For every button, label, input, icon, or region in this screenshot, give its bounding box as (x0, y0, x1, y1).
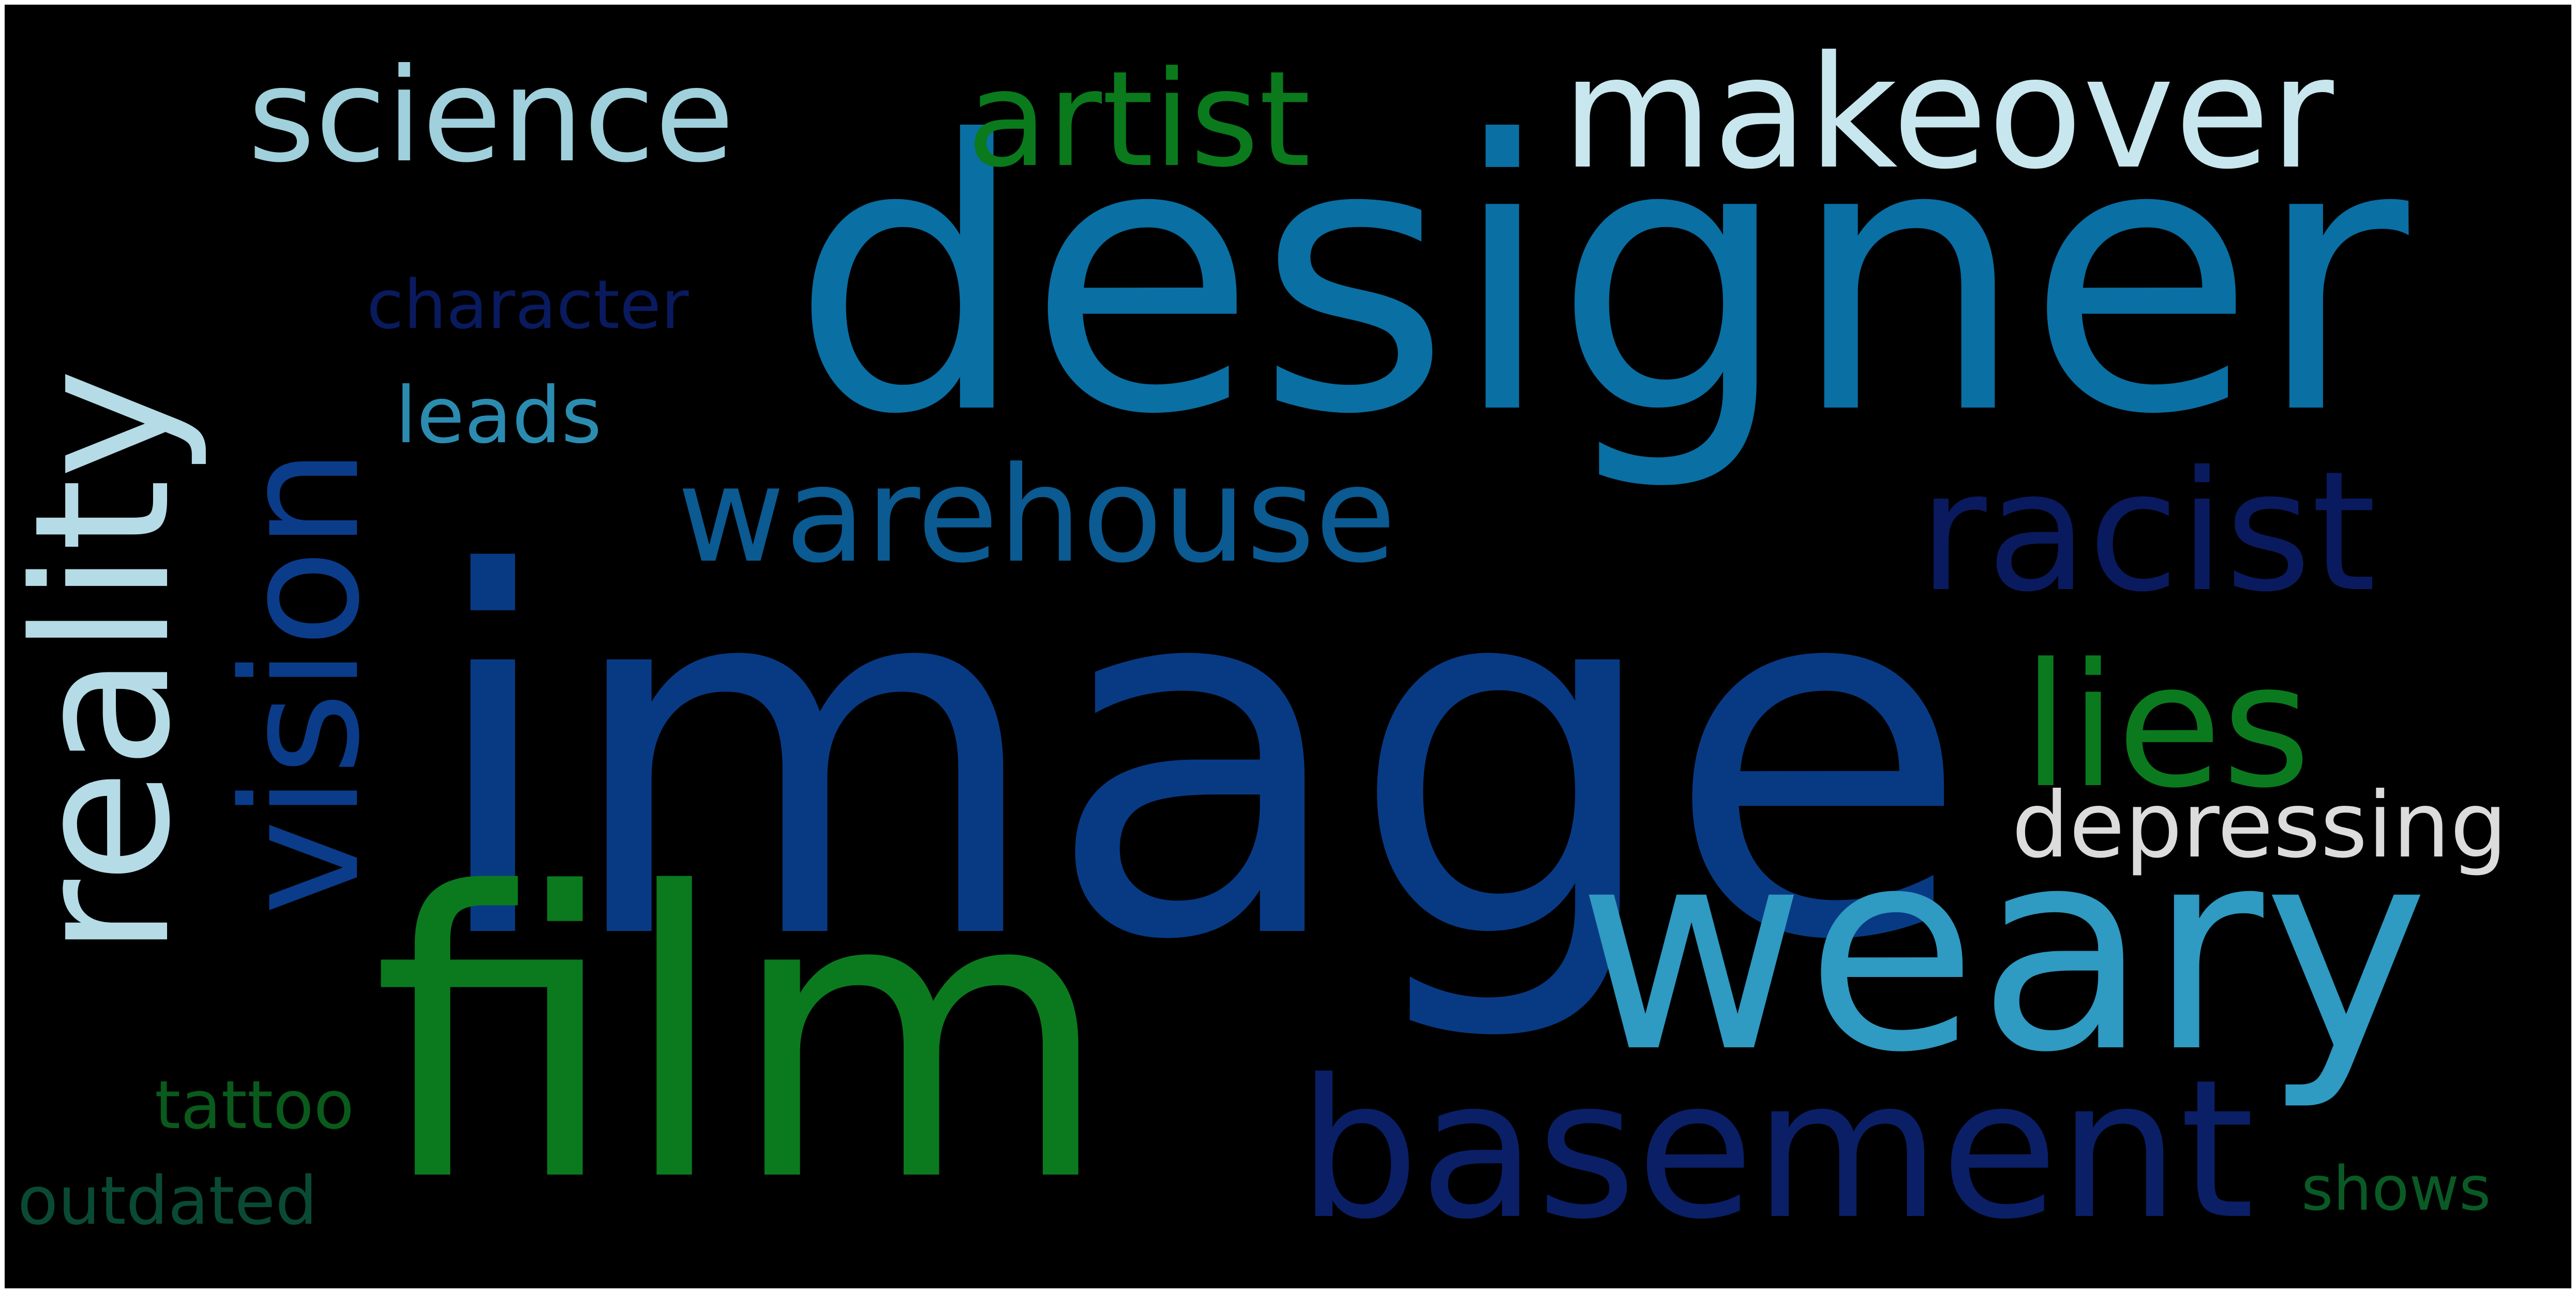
word-leads: leads (395, 371, 602, 461)
word-warehouse: warehouse (677, 439, 1396, 592)
word-depressing: depressing (2012, 773, 2508, 878)
word-makeover: makeover (1562, 23, 2334, 203)
word-science: science (248, 40, 735, 191)
word-image: image (424, 471, 1971, 1048)
word-reality: reality (5, 368, 211, 956)
word-weary: weary (1577, 789, 2429, 1114)
word-racist: racist (1919, 436, 2376, 628)
word-lies: lies (2022, 627, 2311, 825)
word-film: film (372, 810, 1112, 1268)
word-basement: basement (1298, 1039, 2255, 1261)
word-character: character (367, 265, 689, 344)
word-vision: vision (208, 447, 395, 915)
word-tattoo: tattoo (155, 1067, 354, 1144)
word-outdated: outdated (18, 1163, 318, 1240)
word-designer: designer (791, 62, 2409, 495)
word-artist: artist (967, 43, 1311, 197)
word-cloud: image designer film weary reality makeov… (5, 5, 2571, 1288)
word-shows: shows (2301, 1153, 2491, 1224)
